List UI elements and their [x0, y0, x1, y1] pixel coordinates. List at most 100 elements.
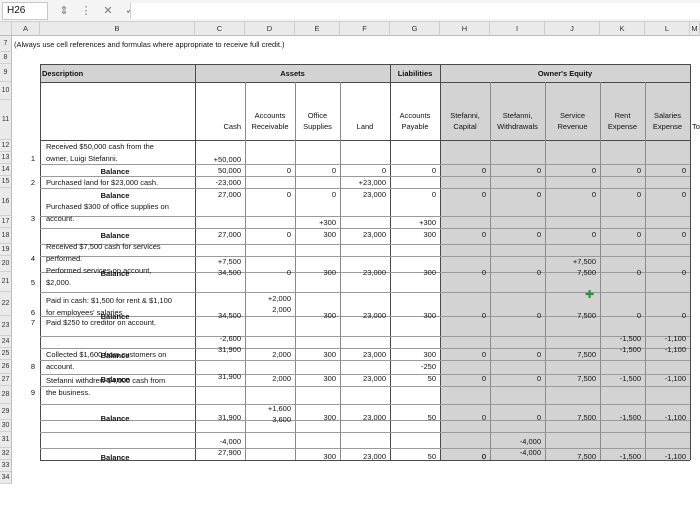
cash-value[interactable]: 34,500	[218, 268, 241, 277]
row-header[interactable]: 18	[0, 228, 12, 244]
col-f-header[interactable]: F	[340, 22, 390, 36]
rent-value[interactable]: 0	[636, 166, 641, 175]
cash-value[interactable]: +50,000	[213, 155, 241, 164]
capital-value[interactable]: 0	[481, 452, 486, 461]
ar-value[interactable]: +1,600	[267, 404, 291, 413]
salaries-value[interactable]: -1,100	[664, 413, 686, 422]
ar-value[interactable]: 2,000	[272, 374, 291, 383]
withdrawals-value[interactable]: 0	[536, 230, 541, 239]
rent-value[interactable]: 0	[636, 190, 641, 199]
cash-value[interactable]: -23,000	[215, 178, 241, 187]
col-c-header[interactable]: C	[195, 22, 245, 36]
col-h-header[interactable]: H	[440, 22, 490, 36]
withdrawals-value[interactable]: 0	[536, 166, 541, 175]
service-value[interactable]: 7,500	[577, 374, 596, 383]
cash-value[interactable]: 34,500	[218, 311, 241, 320]
row-header[interactable]: 16	[0, 188, 12, 216]
land-value[interactable]: 23,000	[363, 311, 386, 320]
service-value[interactable]: 7,500	[577, 413, 596, 422]
salaries-value[interactable]: 0	[681, 190, 686, 199]
land-value[interactable]: 23,000	[363, 190, 386, 199]
cancel-icon[interactable]: ✕	[103, 5, 113, 17]
rent-value[interactable]: -1,500	[619, 413, 641, 422]
cash-value[interactable]: +7,500	[217, 257, 241, 266]
cash-value[interactable]: -4,000	[219, 437, 241, 446]
supplies-value[interactable]: +300	[319, 218, 336, 227]
row-header[interactable]: 14	[0, 164, 12, 176]
row-header[interactable]: 8	[0, 52, 12, 64]
ap-value[interactable]: 300	[423, 311, 436, 320]
cash-value[interactable]: 31,900	[218, 345, 241, 354]
salaries-value[interactable]: -1,100	[664, 374, 686, 383]
col-l-header[interactable]: L	[645, 22, 690, 36]
col-k-header[interactable]: K	[600, 22, 645, 36]
supplies-value[interactable]: 0	[331, 166, 336, 175]
ap-value[interactable]: +300	[419, 218, 436, 227]
cash-value[interactable]: 27,000	[218, 230, 241, 239]
land-value[interactable]: 23,000	[363, 230, 386, 239]
land-value[interactable]: +23,000	[358, 178, 386, 187]
ar-value[interactable]: 3,600	[272, 415, 291, 424]
ar-value[interactable]: 0	[286, 190, 291, 199]
row-header[interactable]: 19	[0, 244, 12, 256]
col-j-header[interactable]: J	[545, 22, 600, 36]
land-value[interactable]: 23,000	[363, 374, 386, 383]
land-value[interactable]: 0	[381, 166, 386, 175]
row-header[interactable]: 9	[0, 64, 12, 82]
ar-value[interactable]: 0	[286, 166, 291, 175]
rent-value[interactable]: 0	[636, 268, 641, 277]
capital-value[interactable]: 0	[481, 230, 486, 239]
ar-value[interactable]: 2,000	[272, 305, 291, 314]
service-value[interactable]: +7,500	[572, 257, 596, 266]
cash-value[interactable]: 27,900	[218, 448, 241, 457]
select-all-corner[interactable]	[0, 22, 12, 36]
ar-value[interactable]: 0	[286, 268, 291, 277]
capital-value[interactable]: 0	[481, 166, 486, 175]
row-header[interactable]: 28	[0, 386, 12, 404]
ap-value[interactable]: 50	[427, 413, 436, 422]
supplies-value[interactable]: 300	[323, 268, 336, 277]
rent-value[interactable]: 0	[636, 230, 641, 239]
salaries-value[interactable]: 0	[681, 311, 686, 320]
withdrawals-value[interactable]: 0	[536, 350, 541, 359]
row-header[interactable]: 25	[0, 348, 12, 360]
capital-value[interactable]: 0	[481, 452, 486, 461]
row-header[interactable]: 15	[0, 176, 12, 188]
row-header[interactable]: 26	[0, 360, 12, 374]
land-value[interactable]: 23,000	[363, 268, 386, 277]
salaries-value[interactable]: -1,100	[664, 452, 686, 461]
row-header[interactable]: 27	[0, 374, 12, 386]
rent-value[interactable]: -1,500	[619, 334, 641, 343]
cash-value[interactable]: 27,000	[218, 190, 241, 199]
ar-value[interactable]: 0	[286, 230, 291, 239]
salaries-value[interactable]: 0	[681, 230, 686, 239]
salaries-value[interactable]: 0	[681, 166, 686, 175]
row-header[interactable]: 11	[0, 100, 12, 140]
cash-value[interactable]: -2,600	[219, 334, 241, 343]
row-header[interactable]: 24	[0, 336, 12, 348]
row-header[interactable]: 20	[0, 256, 12, 272]
service-value[interactable]: 7,500	[577, 350, 596, 359]
supplies-value[interactable]: 300	[323, 413, 336, 422]
row-header[interactable]: 30	[0, 420, 12, 432]
row-header[interactable]: 29	[0, 404, 12, 420]
salaries-value[interactable]: -1,100	[664, 345, 686, 354]
row-header[interactable]: 13	[0, 152, 12, 164]
col-e-header[interactable]: E	[295, 22, 340, 36]
ap-value[interactable]: 300	[423, 230, 436, 239]
row-header[interactable]: 32	[0, 448, 12, 460]
rent-value[interactable]: -1,500	[619, 345, 641, 354]
col-i-header[interactable]: I	[490, 22, 545, 36]
row-header[interactable]: 12	[0, 140, 12, 152]
cash-value[interactable]: 31,900	[218, 413, 241, 422]
row-header[interactable]: 22	[0, 292, 12, 316]
ap-value[interactable]: 50	[427, 374, 436, 383]
service-value[interactable]: 0	[591, 230, 596, 239]
withdrawals-value[interactable]: -4,000	[519, 437, 541, 446]
ap-value[interactable]: 50	[427, 452, 436, 461]
ar-value[interactable]: 2,000	[272, 350, 291, 359]
withdrawals-value[interactable]: -4,000	[519, 448, 541, 457]
supplies-value[interactable]: 300	[323, 452, 336, 461]
supplies-value[interactable]: 0	[331, 190, 336, 199]
service-value[interactable]: 7,500	[577, 268, 596, 277]
